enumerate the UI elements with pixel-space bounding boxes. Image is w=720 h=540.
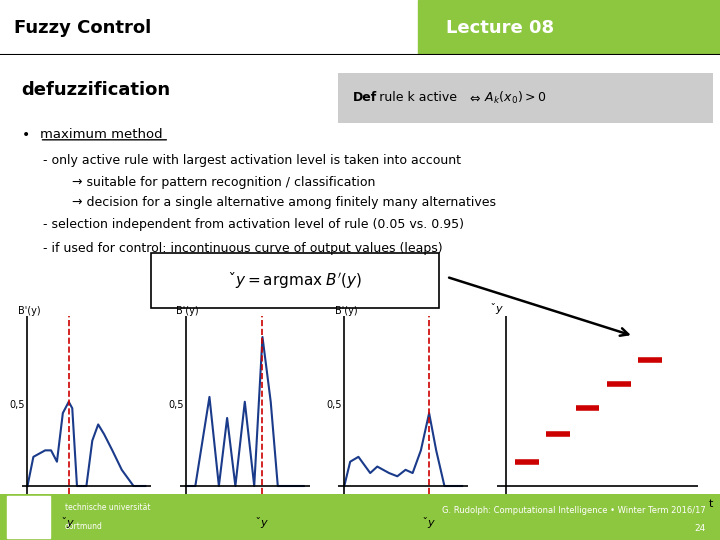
Text: - selection independent from activation level of rule (0.05 vs. 0.95): - selection independent from activation … xyxy=(43,218,464,232)
Text: - only active rule with largest activation level is taken into account: - only active rule with largest activati… xyxy=(43,154,462,167)
Text: → decision for a single alternative among finitely many alternatives: → decision for a single alternative amon… xyxy=(72,197,496,210)
Text: B'(y): B'(y) xyxy=(335,306,358,316)
Text: Lecture 08: Lecture 08 xyxy=(446,18,554,37)
Text: 0,5: 0,5 xyxy=(9,400,25,410)
FancyBboxPatch shape xyxy=(338,73,713,123)
Text: $\check{y}$: $\check{y}$ xyxy=(423,515,436,530)
Text: 0,5: 0,5 xyxy=(168,400,184,410)
Text: $\check{y}$: $\check{y}$ xyxy=(256,515,269,530)
Text: Def: Def xyxy=(353,91,377,104)
Text: : rule k active: : rule k active xyxy=(371,91,461,104)
FancyBboxPatch shape xyxy=(151,253,439,307)
Text: $A_k(x_0) > 0$: $A_k(x_0) > 0$ xyxy=(481,90,546,106)
Bar xyxy=(7,496,50,538)
Text: 24: 24 xyxy=(694,524,706,533)
Text: maximum method: maximum method xyxy=(40,127,162,140)
Text: - if used for control: incontinuous curve of output values (leaps): - if used for control: incontinuous curv… xyxy=(43,242,443,255)
Text: $\check{y}$: $\check{y}$ xyxy=(491,301,505,316)
Text: $\check{y} = \mathrm{argmax}\; B'(y)$: $\check{y} = \mathrm{argmax}\; B'(y)$ xyxy=(229,271,361,291)
Text: G. Rudolph: Computational Intelligence • Winter Term 2016/17: G. Rudolph: Computational Intelligence •… xyxy=(442,505,706,515)
Text: 0,5: 0,5 xyxy=(326,400,342,410)
Text: B'(y): B'(y) xyxy=(18,306,41,316)
Text: dortmund: dortmund xyxy=(65,522,103,531)
Text: •: • xyxy=(22,127,35,141)
Text: B'(y): B'(y) xyxy=(176,306,199,316)
Text: $\check{y}$: $\check{y}$ xyxy=(62,515,76,530)
Text: t: t xyxy=(709,499,714,509)
Text: technische universität: technische universität xyxy=(65,503,150,512)
Bar xyxy=(0,0,418,55)
Bar xyxy=(418,0,720,55)
Text: Fuzzy Control: Fuzzy Control xyxy=(14,18,152,37)
Text: defuzzification: defuzzification xyxy=(22,82,171,99)
Text: → suitable for pattern recognition / classification: → suitable for pattern recognition / cla… xyxy=(72,176,375,189)
Text: $\Leftrightarrow$: $\Leftrightarrow$ xyxy=(467,91,481,104)
